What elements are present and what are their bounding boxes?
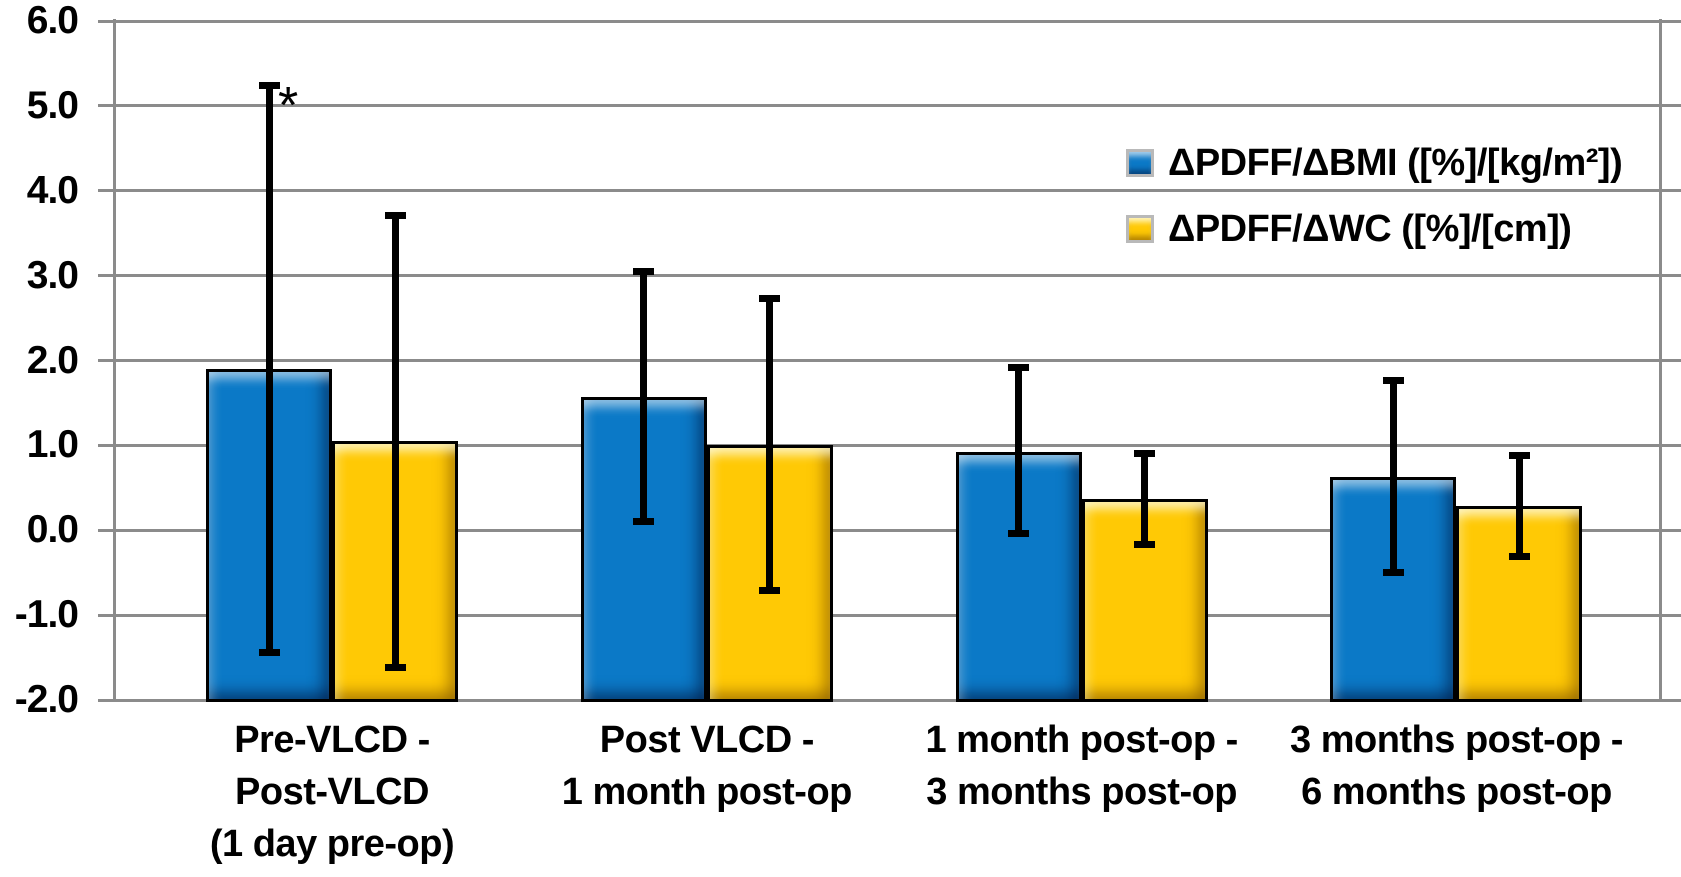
x-label-line: 3 months post-op - <box>1290 719 1623 761</box>
legend-item-wc: ΔPDFF/ΔWC ([%]/[cm]) <box>1126 196 1622 262</box>
x-axis-label-group3: 1 month post-op - 3 months post-op <box>864 714 1300 818</box>
y-tick-label: 6.0 <box>26 0 79 42</box>
error-bar-cap-top <box>633 268 655 276</box>
x-label-line: Pre-VLCD - <box>234 719 430 761</box>
error-bar-wc-group4 <box>1515 454 1523 557</box>
y-tick-label: -1.0 <box>14 593 79 637</box>
error-bar-cap-bottom <box>633 517 655 525</box>
error-bar-cap-bottom <box>258 649 280 657</box>
gridline <box>98 189 1681 193</box>
error-bar-cap-bottom <box>384 663 406 671</box>
y-tick-label: 4.0 <box>26 168 79 212</box>
x-axis-label-group4: 3 months post-op - 6 months post-op <box>1238 714 1674 818</box>
gridline <box>98 528 1681 532</box>
x-label-line: 1 month post-op <box>561 771 853 813</box>
y-tick-label: 5.0 <box>26 83 79 127</box>
gridline <box>98 359 1681 362</box>
x-label-line: Post VLCD - <box>599 719 815 761</box>
gridline <box>98 274 1681 278</box>
error-bar-cap-bottom <box>759 586 781 594</box>
gridline <box>98 104 1681 108</box>
y-tick-label: 0.0 <box>26 508 79 552</box>
error-bar-wc-group3 <box>1141 453 1149 545</box>
plot-right-border <box>1658 19 1662 702</box>
error-bar-cap-bottom <box>1134 540 1156 548</box>
error-bar-bmi-group3 <box>1015 367 1023 535</box>
error-bar-cap-top <box>759 294 781 302</box>
x-label-line: 3 months post-op <box>926 771 1238 813</box>
bar-bmi-group2 <box>580 396 707 702</box>
error-bar-cap-top <box>384 211 406 219</box>
gridline <box>98 613 1681 617</box>
error-bar-wc-group2 <box>766 297 774 591</box>
x-label-line: 1 month post-op - <box>925 719 1238 761</box>
x-label-line: 6 months post-op <box>1301 771 1612 813</box>
gridline <box>98 698 1681 702</box>
error-bar-cap-top <box>1134 450 1156 457</box>
error-bar-cap-bottom <box>1382 568 1404 576</box>
x-axis-label-group2: Post VLCD - 1 month post-op <box>489 714 925 818</box>
error-bar-bmi-group4 <box>1389 380 1397 573</box>
error-bar-cap-top <box>258 81 280 89</box>
error-bar-cap-top <box>1382 377 1404 385</box>
y-tick-label: -2.0 <box>14 678 79 721</box>
error-bar-bmi-group1 <box>265 84 273 654</box>
x-label-line: (1 day pre-op) <box>209 823 455 865</box>
legend-swatch-bmi-icon <box>1126 149 1154 177</box>
legend-label-wc: ΔPDFF/ΔWC ([%]/[cm]) <box>1168 207 1572 250</box>
y-tick-label: 2.0 <box>26 338 79 382</box>
significance-asterisk: * <box>278 76 299 135</box>
gridline <box>98 443 1681 447</box>
legend-item-bmi: ΔPDFF/ΔBMI ([%]/[kg/m²]) <box>1126 130 1623 196</box>
error-bar-cap-top <box>1008 364 1030 372</box>
gridline <box>98 19 1681 23</box>
bar-bmi-group3 <box>955 452 1082 702</box>
y-tick-label: 1.0 <box>26 423 79 467</box>
x-axis-label-group1: Pre-VLCD - Post-VLCD (1 day pre-op) <box>114 714 550 870</box>
error-bar-wc-group1 <box>391 214 399 668</box>
legend-swatch-wc-icon <box>1126 215 1154 243</box>
legend-label-bmi: ΔPDFF/ΔBMI ([%]/[kg/m²]) <box>1168 141 1623 184</box>
legend: ΔPDFF/ΔBMI ([%]/[kg/m²]) ΔPDFF/ΔWC ([%]/… <box>1126 130 1623 262</box>
y-axis-line <box>112 19 116 702</box>
y-tick-label: 3.0 <box>26 253 79 297</box>
error-bar-bmi-group2 <box>640 271 648 522</box>
error-bar-cap-bottom <box>1508 552 1530 560</box>
x-label-line: Post-VLCD <box>235 771 429 813</box>
error-bar-cap-top <box>1508 451 1530 459</box>
error-bar-cap-bottom <box>1008 530 1030 538</box>
